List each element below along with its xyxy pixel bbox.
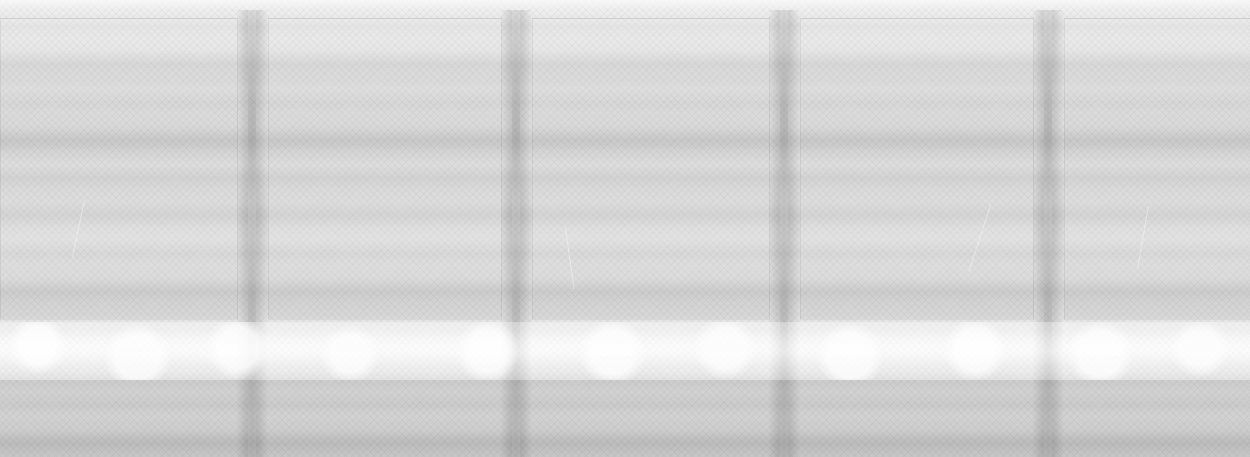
vertical-post-2 <box>500 10 532 457</box>
panel-4 <box>800 18 1034 320</box>
panel-5 <box>1064 18 1250 320</box>
panel-1 <box>0 18 238 320</box>
panel-3 <box>532 18 770 320</box>
vertical-post-3 <box>768 10 800 457</box>
top-light-edge <box>0 0 1250 10</box>
lower-strip <box>0 380 1250 457</box>
vertical-post-4 <box>1032 10 1064 457</box>
panel-2 <box>268 18 502 320</box>
bright-horizontal-band <box>0 322 1250 380</box>
vertical-post-1 <box>236 10 268 457</box>
